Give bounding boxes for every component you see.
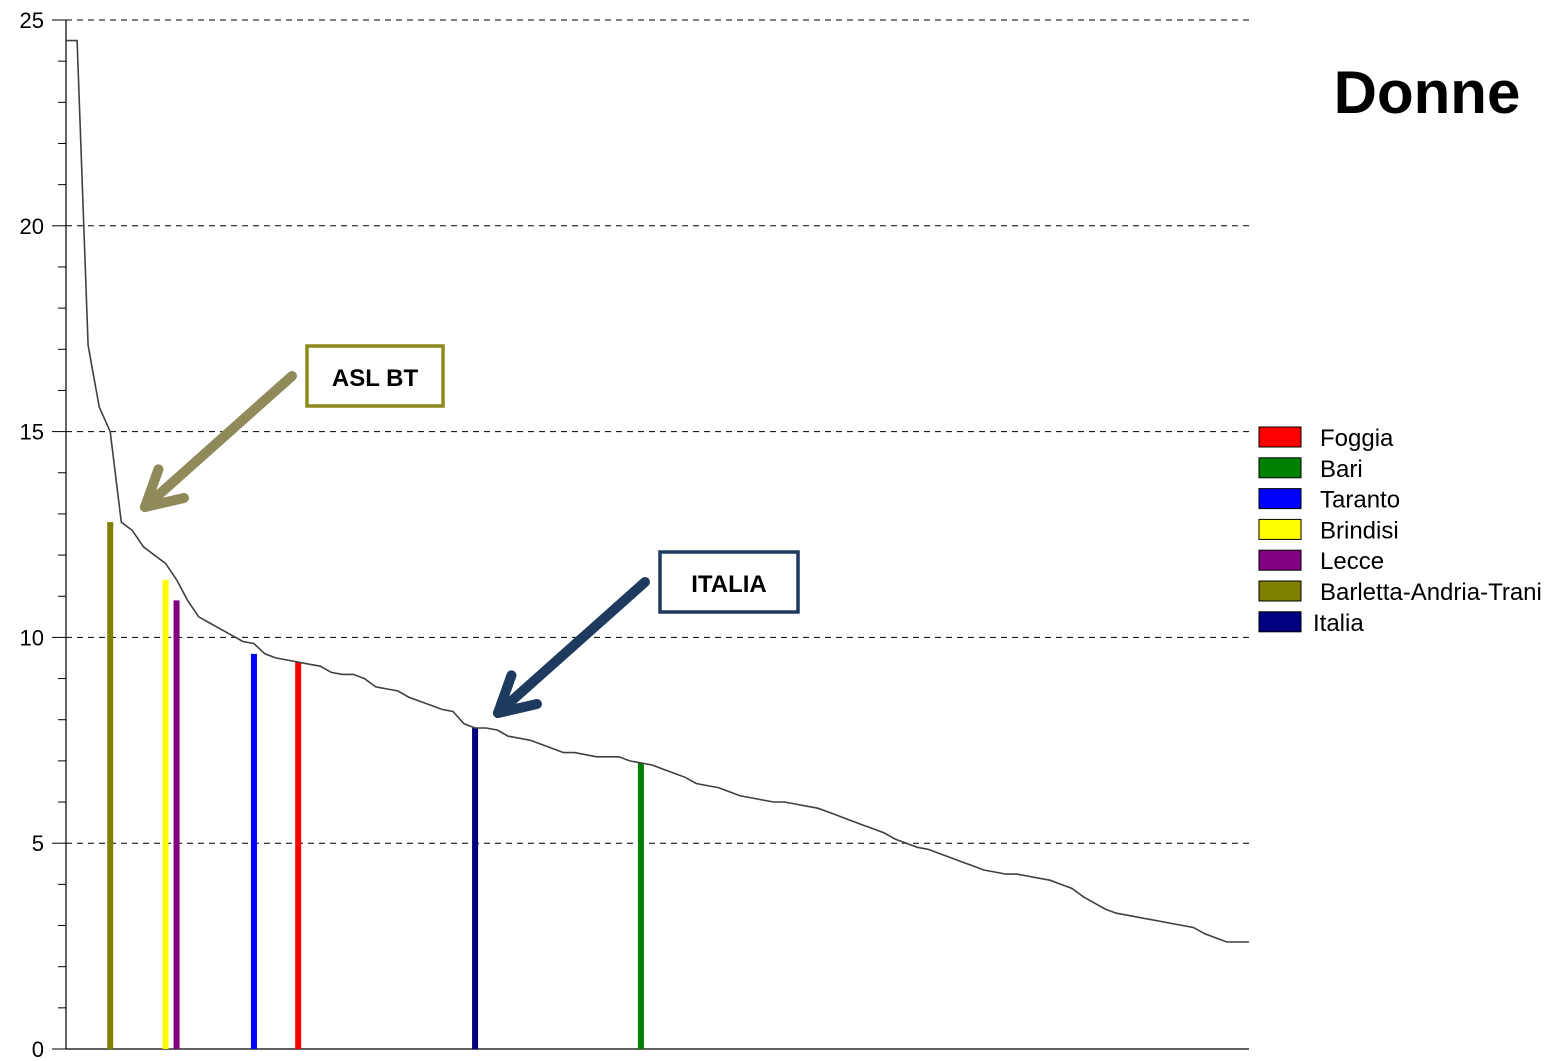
- italia-arrow: [493, 577, 650, 718]
- y-tick-label: 20: [20, 214, 44, 239]
- asl-bt-arrow: [140, 371, 297, 512]
- y-axis: 0 5 10 15 20 25: [20, 8, 1249, 1061]
- y-tick-label: 15: [20, 420, 44, 445]
- legend-swatch: [1258, 457, 1302, 479]
- y-tick-label: 0: [32, 1037, 44, 1061]
- legend-label: Bari: [1320, 456, 1363, 483]
- callouts: ASL BT ITALIA: [140, 344, 800, 718]
- asl-bt-callout-label: ASL BT: [332, 365, 419, 392]
- legend: Foggia Bari Taranto Brindisi Lecce Barletta-A…: [1258, 425, 1542, 637]
- y-tick-label: 25: [20, 8, 44, 33]
- legend-label: Taranto: [1320, 487, 1400, 514]
- legend-label: Italia: [1313, 610, 1364, 637]
- legend-swatch: [1258, 611, 1302, 633]
- y-tick-label: 5: [32, 831, 44, 856]
- chart-title: Donne: [1334, 59, 1521, 126]
- highlight-bars: [107, 522, 644, 1049]
- legend-swatch: [1258, 518, 1302, 540]
- legend-swatch: [1258, 426, 1302, 448]
- grid-lines: [66, 19, 1249, 844]
- legend-label: Foggia: [1320, 425, 1394, 452]
- legend-label: Barletta-Andria-Trani: [1320, 579, 1542, 606]
- legend-label: Brindisi: [1320, 517, 1399, 544]
- y-tick-label: 10: [20, 625, 44, 650]
- legend-swatch: [1258, 488, 1302, 510]
- legend-swatch: [1258, 580, 1302, 602]
- italia-callout-box: [658, 550, 800, 614]
- asl-bt-callout-box: [305, 344, 445, 408]
- italia-callout-label: ITALIA: [691, 571, 767, 598]
- legend-label: Lecce: [1320, 548, 1384, 575]
- ranked-curve-line: [66, 39, 1249, 943]
- legend-swatch: [1258, 549, 1302, 571]
